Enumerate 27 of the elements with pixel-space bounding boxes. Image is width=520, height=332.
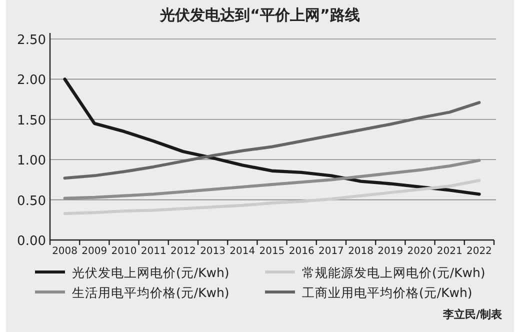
x-tick-label: 2022	[466, 246, 492, 257]
legend-label: 工商业用电平均价格(元/Kwh)	[302, 285, 472, 300]
x-tick-label: 2015	[259, 246, 285, 257]
x-tick-label: 2019	[378, 246, 404, 257]
x-tick-label: 2010	[111, 246, 137, 257]
legend-label: 常规能源发电上网电价(元/Kwh)	[302, 265, 486, 280]
legend-label: 生活用电平均价格(元/Kwh)	[72, 285, 230, 300]
y-tick-label: 2.50	[17, 33, 46, 48]
x-tick-label: 2014	[230, 246, 256, 257]
x-tick-label: 2020	[407, 246, 433, 257]
x-tick-label: 2011	[140, 246, 166, 257]
legend-label: 光伏发电上网电价(元/Kwh)	[72, 265, 230, 280]
x-tick-label: 2017	[318, 246, 344, 257]
x-tick-label: 2009	[82, 246, 108, 257]
x-tick-label: 2008	[52, 246, 78, 257]
x-tick-label: 2016	[288, 246, 314, 257]
x-tick-label: 2018	[348, 246, 374, 257]
y-tick-label: 0.50	[17, 194, 46, 209]
y-tick-label: 2.00	[17, 73, 46, 88]
y-tick-label: 1.00	[17, 154, 46, 169]
x-tick-label: 2013	[200, 246, 226, 257]
text: 李立民/制表	[442, 308, 503, 321]
chart-title: 光伏发电达到“平价上网”路线	[159, 6, 360, 24]
y-tick-label: 1.50	[17, 113, 46, 128]
y-tick-label: 0.00	[17, 234, 46, 249]
x-tick-label: 2012	[170, 246, 196, 257]
x-tick-label: 2021	[436, 246, 462, 257]
